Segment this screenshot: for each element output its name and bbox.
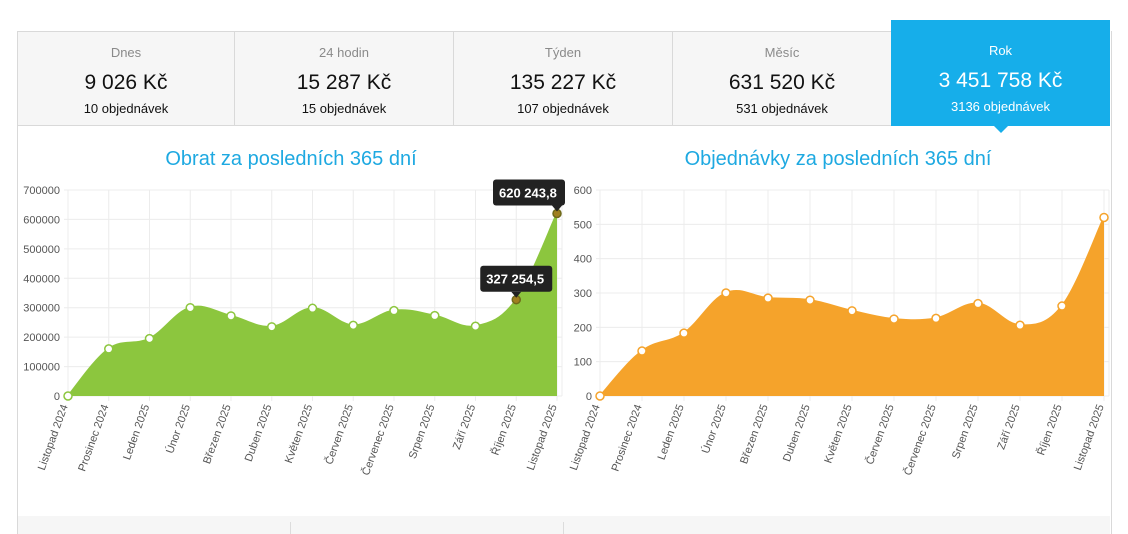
tab-orders: 531 objednávek xyxy=(736,101,828,116)
data-point[interactable] xyxy=(931,313,941,324)
y-tick-label: 500000 xyxy=(23,244,60,256)
y-tick-label: 200000 xyxy=(23,332,60,344)
y-tick-label: 400000 xyxy=(23,273,60,285)
tooltip: 327 254,5 xyxy=(480,265,553,298)
tab-label: 24 hodin xyxy=(319,45,369,60)
tab-amount: 3 451 758 Kč xyxy=(938,69,1063,92)
bottom-divider xyxy=(563,522,564,534)
data-point[interactable] xyxy=(805,295,815,305)
y-tick-label: 0 xyxy=(586,391,592,403)
tab-rok[interactable]: Rok 3 451 758 Kč 3136 objednávek xyxy=(891,20,1110,133)
y-tick-label: 0 xyxy=(54,391,60,403)
tooltip: 620 243,8 xyxy=(493,179,565,212)
tab-24-hodin[interactable]: 24 hodin 15 287 Kč 15 objednávek xyxy=(234,31,454,126)
data-point[interactable] xyxy=(721,288,731,298)
tooltip-arrow xyxy=(511,291,522,298)
bottom-divider xyxy=(290,522,291,534)
y-tick-label: 600000 xyxy=(23,214,60,226)
period-tabs: Dnes 9 026 Kč 10 objednávek 24 hodin 15 … xyxy=(17,20,1110,133)
data-point[interactable] xyxy=(679,328,689,338)
data-point[interactable] xyxy=(763,293,773,303)
series-area xyxy=(600,217,1104,396)
series-area xyxy=(68,213,557,396)
tab-mesic[interactable]: Měsíc 631 520 Kč 531 objednávek xyxy=(672,31,892,126)
bottom-strip xyxy=(18,516,1110,534)
y-tick-label: 500 xyxy=(574,219,592,231)
tab-orders: 107 objednávek xyxy=(517,101,609,116)
data-point[interactable] xyxy=(63,391,73,401)
tab-orders: 3136 objednávek xyxy=(950,99,1051,114)
tooltip-box xyxy=(480,265,553,292)
data-point[interactable] xyxy=(1099,212,1109,223)
stats-panel xyxy=(17,31,1112,534)
tab-label: Dnes xyxy=(110,45,142,60)
data-point[interactable] xyxy=(1015,320,1025,331)
data-point[interactable] xyxy=(430,310,440,321)
tab-label: Rok xyxy=(988,43,1013,58)
y-tick-label: 700000 xyxy=(23,185,60,197)
tab-amount: 15 287 Kč xyxy=(296,71,392,94)
tooltip-label: 327 254,5 xyxy=(486,272,544,287)
revenue-chart-title: Obrat za posledních 365 dní xyxy=(165,148,417,170)
y-tick-label: 100 xyxy=(574,357,592,369)
y-tick-label: 300000 xyxy=(23,303,60,315)
data-point[interactable] xyxy=(847,306,857,316)
data-point[interactable] xyxy=(595,391,605,401)
data-point[interactable] xyxy=(889,314,899,324)
data-point[interactable] xyxy=(104,344,114,354)
y-tick-label: 400 xyxy=(574,254,592,266)
tab-label: Měsíc xyxy=(764,45,800,60)
y-tick-label: 100000 xyxy=(23,362,60,374)
data-point[interactable] xyxy=(1057,301,1067,311)
tab-orders: 15 objednávek xyxy=(301,101,387,116)
tooltip-arrow xyxy=(552,205,562,212)
data-point[interactable] xyxy=(267,322,277,332)
data-point[interactable] xyxy=(389,305,399,316)
tooltip-label: 620 243,8 xyxy=(499,185,557,200)
data-point[interactable] xyxy=(144,333,155,344)
orders-chart-title: Objednávky za posledních 365 dní xyxy=(684,148,992,170)
data-point[interactable] xyxy=(307,303,318,314)
tab-orders: 10 objednávek xyxy=(83,101,169,116)
data-point[interactable] xyxy=(973,298,983,309)
y-tick-label: 600 xyxy=(574,185,592,197)
data-point[interactable] xyxy=(637,346,647,356)
tab-amount: 135 227 Kč xyxy=(509,71,617,94)
tab-amount: 631 520 Kč xyxy=(728,71,836,94)
y-tick-label: 200 xyxy=(574,322,592,334)
tab-label: Týden xyxy=(544,45,582,60)
data-point[interactable] xyxy=(226,311,236,321)
tab-dnes[interactable]: Dnes 9 026 Kč 10 objednávek xyxy=(17,31,235,126)
y-tick-label: 300 xyxy=(574,288,592,300)
data-point[interactable] xyxy=(185,302,195,313)
data-point[interactable] xyxy=(348,320,358,331)
data-point[interactable] xyxy=(470,321,481,332)
tab-amount: 9 026 Kč xyxy=(84,71,168,94)
tooltip-box xyxy=(493,179,565,206)
